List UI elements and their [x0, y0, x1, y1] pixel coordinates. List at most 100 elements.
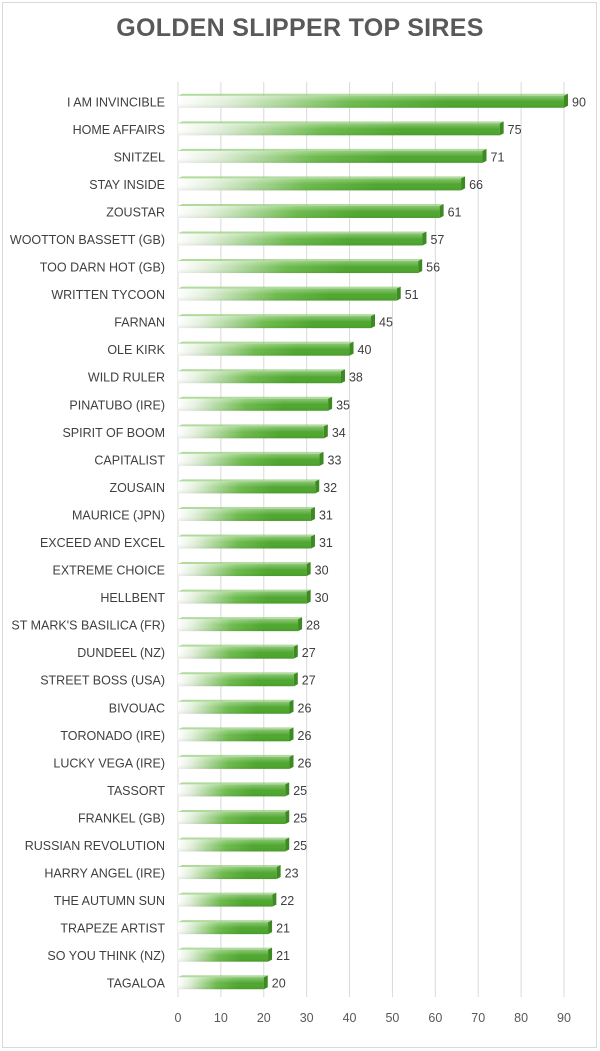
- category-label: ZOUSTAR: [106, 205, 165, 219]
- bar-end-cap: [439, 203, 444, 218]
- bar-end-cap: [263, 975, 268, 990]
- bar-top-face: [178, 534, 315, 537]
- data-label: 31: [319, 508, 333, 522]
- data-label: 45: [379, 316, 393, 330]
- bar-end-cap: [461, 176, 466, 191]
- category-label: THE AUTUMN SUN: [54, 894, 165, 908]
- bar-end-cap: [310, 534, 315, 549]
- category-label: HOME AFFAIRS: [73, 123, 165, 137]
- data-label: 26: [298, 701, 312, 715]
- x-tick-label: 50: [385, 1011, 399, 1025]
- bar-end-cap: [418, 259, 423, 274]
- x-tick-label: 70: [471, 1011, 485, 1025]
- bar-end-cap: [396, 286, 401, 301]
- bar-top-face: [178, 644, 298, 647]
- bar-shade: [178, 646, 294, 659]
- x-tick-label: 10: [214, 1011, 228, 1025]
- data-label: 33: [328, 453, 342, 467]
- bar-top-face: [178, 121, 504, 124]
- bar-shade: [178, 591, 307, 604]
- bar-end-cap: [289, 699, 294, 714]
- bar-end-cap: [298, 617, 303, 632]
- bar-end-cap: [272, 892, 277, 907]
- category-label: SNITZEL: [114, 150, 165, 164]
- bar-end-cap: [323, 424, 328, 439]
- bar-end-cap: [276, 865, 281, 880]
- category-label: LUCKY VEGA (IRE): [53, 756, 165, 770]
- bar-shade: [178, 756, 290, 769]
- bar-top-face: [178, 947, 273, 950]
- bar-end-cap: [306, 562, 311, 577]
- bar-top-face: [178, 286, 401, 289]
- category-label: FRANKEL (GB): [78, 811, 165, 825]
- category-label: HARRY ANGEL (IRE): [44, 867, 165, 881]
- bar-top-face: [178, 975, 268, 978]
- category-label: I AM INVINCIBLE: [67, 95, 165, 109]
- category-label: PINATUBO (IRE): [69, 398, 165, 412]
- bar-shade: [178, 398, 329, 411]
- category-label: EXTREME CHOICE: [52, 564, 165, 578]
- data-label: 30: [315, 591, 329, 605]
- bar-top-face: [178, 369, 345, 372]
- data-label: 35: [336, 398, 350, 412]
- bar-shade: [178, 288, 397, 301]
- bar-top-face: [178, 809, 290, 812]
- data-label: 23: [285, 867, 299, 881]
- bar-shade: [178, 867, 277, 880]
- bar-end-cap: [349, 341, 354, 356]
- category-label: WOOTTON BASSETT (GB): [10, 233, 165, 247]
- bar-top-face: [178, 782, 290, 785]
- bar-shade: [178, 894, 273, 907]
- data-label: 20: [272, 977, 286, 991]
- category-label: FARNAN: [114, 316, 165, 330]
- data-label: 25: [293, 811, 307, 825]
- bar-top-face: [178, 259, 423, 262]
- bar-top-face: [178, 148, 487, 151]
- bar-end-cap: [328, 396, 333, 411]
- data-label: 56: [426, 261, 440, 275]
- data-label: 26: [298, 756, 312, 770]
- category-label: WRITTEN TYCOON: [51, 288, 165, 302]
- bar-top-face: [178, 506, 315, 509]
- bar-top-face: [178, 754, 294, 757]
- bar-end-cap: [293, 672, 298, 687]
- bar-shade: [178, 233, 423, 246]
- bar-shade: [178, 536, 311, 549]
- bar-top-face: [178, 589, 311, 592]
- chart-title: GOLDEN SLIPPER TOP SIRES: [116, 14, 484, 42]
- category-label: TOO DARN HOT (GB): [40, 261, 165, 275]
- x-tick-label: 30: [300, 1011, 314, 1025]
- data-label: 25: [293, 784, 307, 798]
- bar-top-face: [178, 672, 298, 675]
- category-label: BIVOUAC: [109, 701, 165, 715]
- bar-end-cap: [268, 947, 273, 962]
- bar-end-cap: [319, 451, 324, 466]
- bar-shade: [178, 316, 371, 329]
- bar-shade: [178, 811, 286, 824]
- bar-shade: [178, 426, 324, 439]
- bar-end-cap: [340, 369, 345, 384]
- category-label: OLE KIRK: [107, 343, 165, 357]
- data-label: 21: [276, 949, 290, 963]
- bar-top-face: [178, 93, 568, 96]
- data-label: 26: [298, 729, 312, 743]
- category-label: TRAPEZE ARTIST: [60, 922, 165, 936]
- bar-end-cap: [285, 809, 290, 824]
- category-label: TORONADO (IRE): [60, 729, 165, 743]
- bar-end-cap: [285, 782, 290, 797]
- bar-end-cap: [289, 727, 294, 742]
- bar-top-face: [178, 341, 354, 344]
- bar-shade: [178, 674, 294, 687]
- data-label: 75: [508, 123, 522, 137]
- bar-end-cap: [315, 479, 320, 494]
- category-label: SPIRIT OF BOOM: [62, 426, 165, 440]
- x-tick-label: 60: [428, 1011, 442, 1025]
- category-label: MAURICE (JPN): [72, 508, 165, 522]
- data-label: 30: [315, 564, 329, 578]
- bar-end-cap: [482, 148, 487, 163]
- x-tick-label: 0: [175, 1011, 182, 1025]
- bar-shade: [178, 839, 286, 852]
- data-label: 40: [358, 343, 372, 357]
- bar-shade: [178, 729, 290, 742]
